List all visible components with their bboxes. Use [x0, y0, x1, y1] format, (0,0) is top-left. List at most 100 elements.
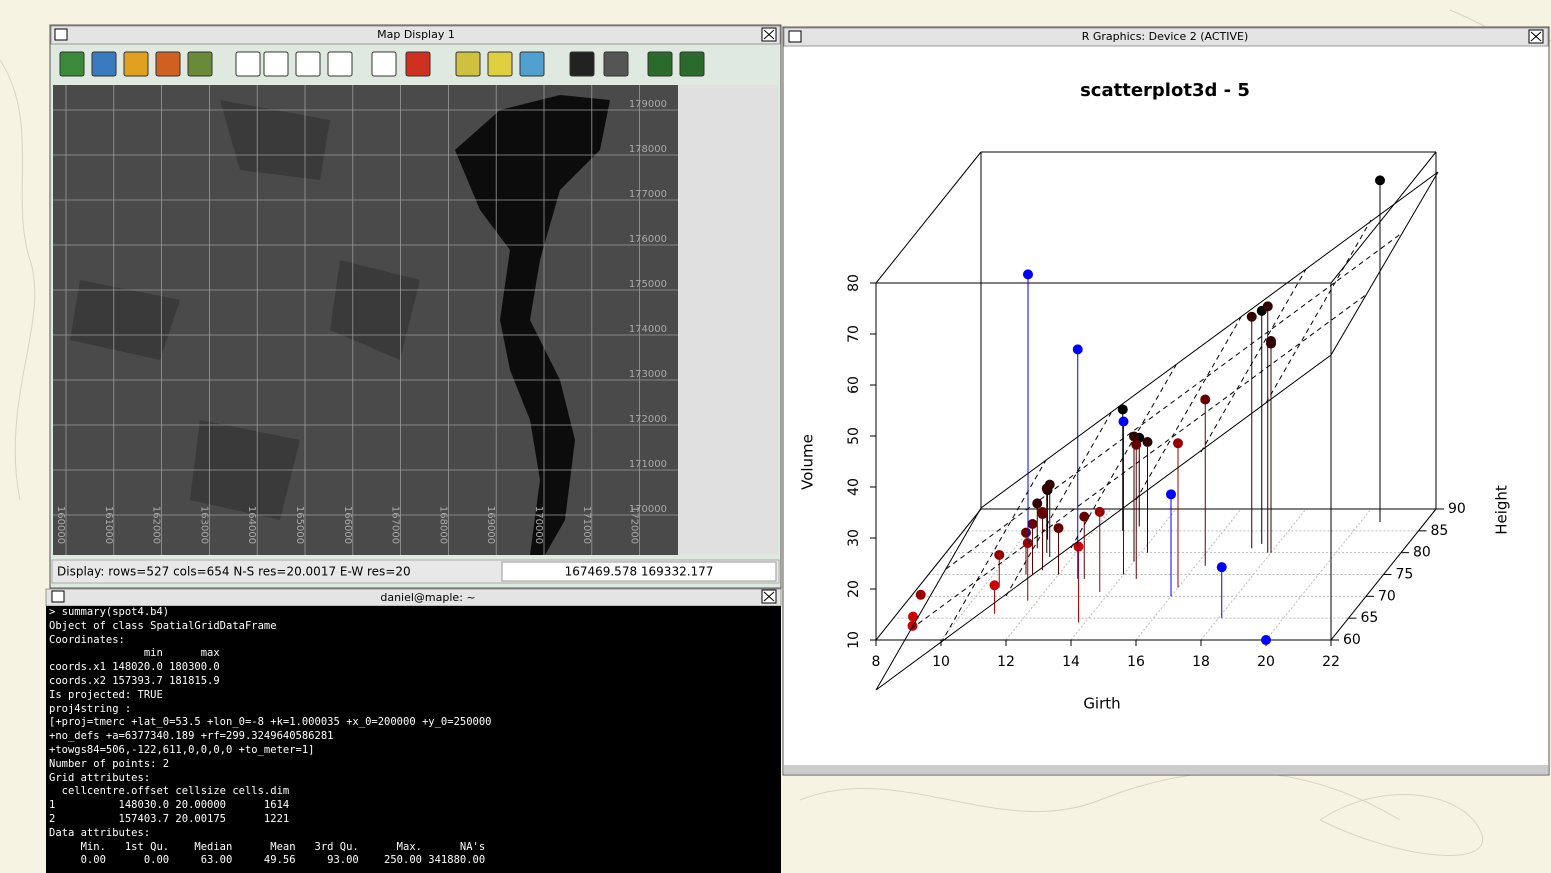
map-y-label: 176000	[629, 234, 667, 245]
z-tick-label: 50	[846, 427, 862, 445]
point	[1023, 269, 1033, 279]
point	[1054, 523, 1064, 533]
y-tick-label: 85	[1431, 523, 1449, 539]
point	[1131, 440, 1141, 450]
terminal-line: cellcentre.offset cellsize cells.dim	[46, 785, 781, 799]
coords-text: 167469.578 169332.177	[565, 565, 714, 579]
tool-button[interactable]	[488, 52, 512, 76]
point	[994, 550, 1004, 560]
point	[1079, 512, 1089, 522]
y-tick-label: 75	[1396, 567, 1414, 583]
map-x-label: 161000	[103, 506, 114, 544]
y-axis-label: Height	[1493, 485, 1511, 535]
z-tick-label: 70	[846, 325, 862, 343]
point	[1119, 417, 1129, 427]
map-y-label: 171000	[629, 459, 667, 470]
point	[1021, 528, 1031, 538]
x-tick-label: 18	[1192, 654, 1210, 670]
point	[1266, 339, 1276, 349]
tool-button[interactable]	[188, 52, 212, 76]
terminal: > summary(spot4.b4)Object of class Spati…	[46, 606, 781, 873]
close-button[interactable]	[762, 590, 776, 603]
point	[1095, 507, 1105, 517]
point	[990, 580, 1000, 590]
point	[1073, 344, 1083, 354]
terminal-line: 0.00 0.00 63.00 49.56 93.00 250.00 34188…	[46, 854, 781, 868]
z-tick-label: 10	[846, 631, 862, 649]
terminal-line: Coordinates:	[46, 634, 781, 648]
terminal-line: coords.x1 148020.0 180300.0	[46, 661, 781, 675]
map-x-label: 165000	[294, 506, 305, 544]
terminal-line: +no_defs +a=6377340.189 +rf=299.32496405…	[46, 730, 781, 744]
point	[1173, 438, 1183, 448]
point	[1143, 437, 1153, 447]
tool-button[interactable]	[520, 52, 544, 76]
map-y-label: 179000	[629, 99, 667, 110]
map-y-label: 174000	[629, 324, 667, 335]
desktop: Map Display 1 16000016100016200016300016…	[0, 0, 1551, 873]
terminal-line: coords.x2 157393.7 181815.9	[46, 675, 781, 689]
tool-button[interactable]	[456, 52, 480, 76]
terminal-line: Number of points: 2	[46, 758, 781, 772]
close-button[interactable]	[762, 28, 776, 41]
tool-button[interactable]	[406, 52, 430, 76]
map-x-label: 163000	[198, 506, 209, 544]
map-x-label: 170000	[533, 506, 544, 544]
tool-button[interactable]	[236, 52, 260, 76]
window-menu[interactable]	[55, 29, 67, 40]
close-button[interactable]	[1529, 30, 1543, 43]
point	[1263, 301, 1273, 311]
map-y-label: 178000	[629, 144, 667, 155]
map-x-label: 171000	[581, 506, 592, 544]
point	[1166, 489, 1176, 499]
z-tick-label: 60	[846, 376, 862, 394]
tool-button[interactable]	[296, 52, 320, 76]
terminal-line: > summary(spot4.b4)	[46, 606, 781, 620]
map-y-label: 172000	[629, 414, 667, 425]
terminal-line: Data attributes:	[46, 827, 781, 841]
tool-button[interactable]	[648, 52, 672, 76]
map-x-label: 166000	[342, 506, 353, 544]
tool-button[interactable]	[92, 52, 116, 76]
point	[1032, 498, 1042, 508]
x-tick-label: 22	[1322, 654, 1340, 670]
tool-button[interactable]	[570, 52, 594, 76]
point	[1375, 175, 1385, 185]
tool-button[interactable]	[156, 52, 180, 76]
z-tick-label: 80	[846, 274, 862, 292]
window-title: R Graphics: Device 2 (ACTIVE)	[1082, 30, 1249, 43]
terminal-line: Grid attributes:	[46, 772, 781, 786]
y-tick-label: 70	[1378, 588, 1396, 604]
terminal-line: 1 148030.0 20.00000 1614	[46, 799, 781, 813]
map-y-label: 177000	[629, 189, 667, 200]
window-title: daniel@maple: ~	[380, 591, 475, 604]
z-tick-label: 30	[846, 529, 862, 547]
window-menu[interactable]	[789, 31, 801, 42]
map-x-label: 169000	[485, 506, 496, 544]
tool-button[interactable]	[604, 52, 628, 76]
map-x-label: 167000	[390, 506, 401, 544]
tool-button[interactable]	[328, 52, 352, 76]
map-y-label: 175000	[629, 279, 667, 290]
tool-button[interactable]	[60, 52, 84, 76]
point	[1038, 507, 1048, 517]
point	[1217, 562, 1227, 572]
map-x-label: 168000	[437, 506, 448, 544]
x-tick-label: 12	[997, 654, 1015, 670]
tool-button[interactable]	[680, 52, 704, 76]
terminal-line: min max	[46, 647, 781, 661]
point	[1045, 480, 1055, 490]
tool-button[interactable]	[372, 52, 396, 76]
x-tick-label: 14	[1062, 654, 1080, 670]
y-tick-label: 80	[1413, 545, 1431, 561]
tool-button[interactable]	[124, 52, 148, 76]
y-tick-label: 65	[1361, 610, 1379, 626]
terminal-line: Is projected: TRUE	[46, 689, 781, 703]
x-tick-label: 20	[1257, 654, 1275, 670]
window-menu[interactable]	[52, 591, 64, 602]
chart-title: scatterplot3d - 5	[1080, 80, 1250, 101]
tool-button[interactable]	[264, 52, 288, 76]
point	[1261, 635, 1271, 645]
x-tick-label: 16	[1127, 654, 1145, 670]
map-x-label: 164000	[246, 506, 257, 544]
